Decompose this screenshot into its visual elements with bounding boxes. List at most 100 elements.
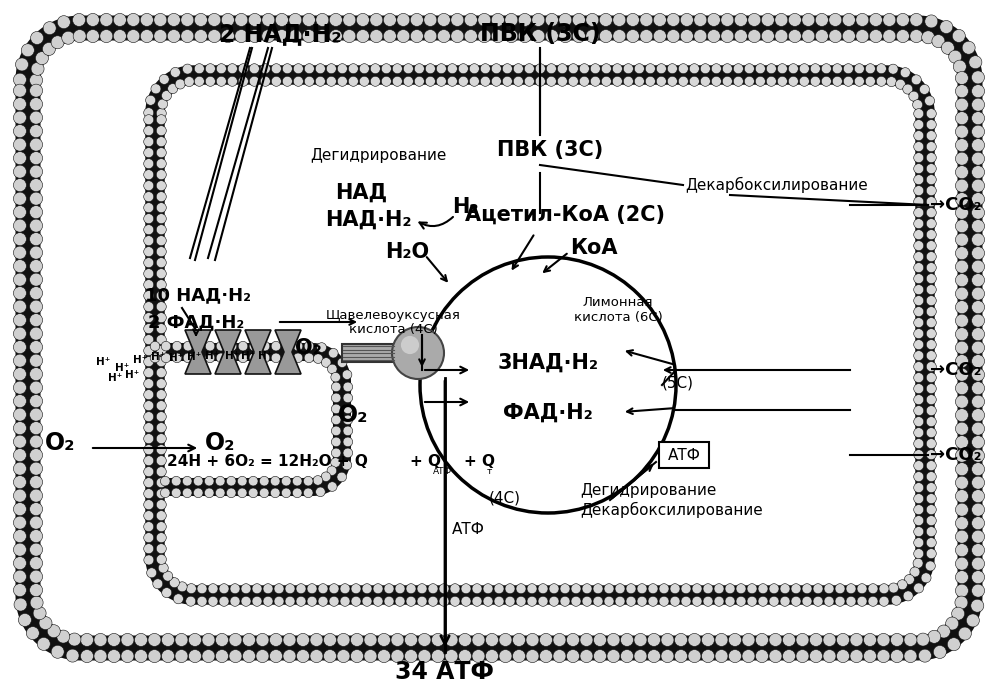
Circle shape bbox=[216, 633, 229, 646]
Circle shape bbox=[33, 607, 46, 620]
Circle shape bbox=[694, 13, 707, 27]
Circle shape bbox=[516, 584, 526, 594]
Circle shape bbox=[30, 530, 43, 542]
Circle shape bbox=[952, 29, 965, 43]
Circle shape bbox=[168, 84, 178, 94]
Circle shape bbox=[157, 258, 167, 268]
Circle shape bbox=[890, 650, 903, 662]
Circle shape bbox=[184, 341, 193, 351]
Circle shape bbox=[404, 650, 417, 662]
Circle shape bbox=[568, 76, 578, 87]
Circle shape bbox=[227, 488, 236, 498]
Circle shape bbox=[216, 488, 225, 498]
Circle shape bbox=[249, 29, 261, 43]
Circle shape bbox=[331, 437, 341, 447]
Circle shape bbox=[451, 29, 464, 43]
Circle shape bbox=[661, 650, 674, 662]
Circle shape bbox=[801, 13, 814, 27]
Circle shape bbox=[206, 341, 215, 351]
Circle shape bbox=[30, 273, 43, 286]
Circle shape bbox=[151, 84, 161, 94]
Circle shape bbox=[472, 584, 482, 594]
Circle shape bbox=[914, 527, 924, 537]
Circle shape bbox=[151, 353, 160, 363]
Circle shape bbox=[327, 482, 337, 491]
Circle shape bbox=[162, 588, 172, 597]
Circle shape bbox=[888, 583, 898, 593]
Circle shape bbox=[895, 80, 905, 89]
Circle shape bbox=[87, 29, 100, 43]
Circle shape bbox=[384, 584, 394, 594]
Circle shape bbox=[157, 511, 167, 521]
Circle shape bbox=[615, 584, 625, 594]
Circle shape bbox=[955, 355, 968, 368]
Circle shape bbox=[144, 236, 154, 246]
Circle shape bbox=[777, 76, 787, 87]
Circle shape bbox=[100, 29, 113, 43]
Circle shape bbox=[271, 353, 280, 363]
Circle shape bbox=[464, 29, 477, 43]
Circle shape bbox=[865, 76, 875, 87]
Circle shape bbox=[144, 258, 154, 268]
Circle shape bbox=[842, 13, 855, 27]
Circle shape bbox=[157, 192, 167, 202]
Circle shape bbox=[13, 368, 26, 380]
Circle shape bbox=[972, 314, 985, 327]
Circle shape bbox=[329, 596, 339, 607]
Circle shape bbox=[331, 426, 341, 436]
Circle shape bbox=[30, 449, 43, 461]
Circle shape bbox=[293, 353, 302, 363]
Circle shape bbox=[181, 13, 194, 27]
Circle shape bbox=[239, 341, 248, 351]
Circle shape bbox=[157, 423, 167, 433]
Circle shape bbox=[896, 29, 909, 43]
Circle shape bbox=[239, 76, 249, 87]
Circle shape bbox=[285, 596, 295, 607]
Circle shape bbox=[451, 13, 464, 27]
Circle shape bbox=[559, 13, 572, 27]
Text: Ацетил-КоА (2С): Ацетил-КоА (2С) bbox=[465, 205, 665, 225]
Circle shape bbox=[157, 126, 167, 135]
Circle shape bbox=[972, 287, 985, 300]
Circle shape bbox=[195, 13, 208, 27]
Circle shape bbox=[513, 650, 526, 662]
Circle shape bbox=[679, 76, 689, 87]
Circle shape bbox=[955, 260, 968, 273]
Circle shape bbox=[205, 488, 214, 498]
Circle shape bbox=[591, 76, 601, 87]
Circle shape bbox=[972, 260, 985, 273]
Circle shape bbox=[922, 31, 935, 44]
Circle shape bbox=[144, 368, 154, 378]
Circle shape bbox=[926, 296, 936, 306]
Circle shape bbox=[157, 324, 167, 334]
Circle shape bbox=[326, 64, 336, 74]
Circle shape bbox=[926, 505, 936, 514]
Circle shape bbox=[383, 13, 396, 27]
Circle shape bbox=[114, 13, 127, 27]
Circle shape bbox=[540, 633, 553, 646]
Circle shape bbox=[513, 633, 526, 646]
Circle shape bbox=[127, 13, 140, 27]
Circle shape bbox=[30, 74, 43, 87]
Circle shape bbox=[926, 516, 936, 526]
Circle shape bbox=[144, 269, 154, 279]
Circle shape bbox=[714, 596, 724, 607]
Circle shape bbox=[13, 530, 26, 542]
Circle shape bbox=[766, 64, 776, 74]
Circle shape bbox=[735, 13, 748, 27]
Circle shape bbox=[955, 530, 968, 543]
Circle shape bbox=[692, 596, 702, 607]
Circle shape bbox=[955, 220, 968, 232]
Circle shape bbox=[283, 633, 296, 646]
Circle shape bbox=[13, 354, 26, 367]
Circle shape bbox=[296, 633, 309, 646]
Circle shape bbox=[769, 633, 782, 646]
Circle shape bbox=[635, 64, 645, 74]
Circle shape bbox=[282, 64, 292, 74]
Circle shape bbox=[694, 29, 707, 43]
Circle shape bbox=[144, 290, 154, 301]
Circle shape bbox=[524, 76, 534, 87]
Circle shape bbox=[937, 625, 950, 638]
Circle shape bbox=[241, 596, 251, 607]
Circle shape bbox=[914, 493, 924, 504]
